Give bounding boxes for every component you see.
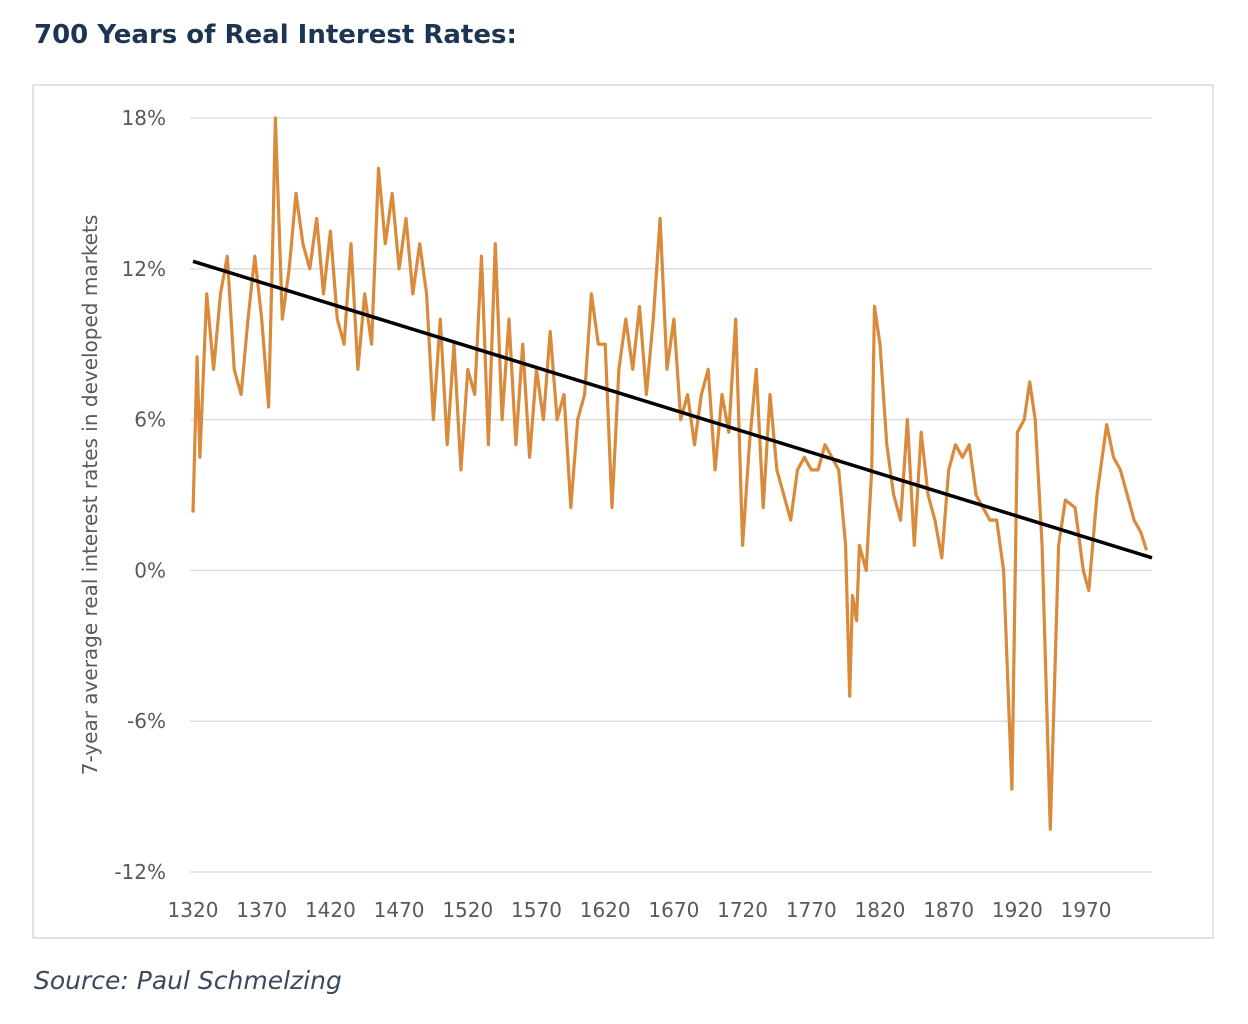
chart: 7-year average real interest rates in de… — [32, 84, 1214, 939]
y-tick-label: 12% — [122, 257, 166, 281]
x-tick-label: 1370 — [236, 898, 287, 922]
x-tick-label: 1820 — [855, 898, 906, 922]
x-tick-label: 1570 — [511, 898, 562, 922]
x-tick-label: 1620 — [580, 898, 631, 922]
x-tick-label: 1320 — [168, 898, 219, 922]
y-tick-label: -6% — [127, 709, 166, 733]
data-line — [191, 116, 1149, 831]
source-note: Source: Paul Schmelzing — [34, 966, 342, 995]
y-tick-label: 6% — [134, 408, 166, 432]
x-tick-label: 1970 — [1061, 898, 1112, 922]
x-tick-label: 1420 — [305, 898, 356, 922]
x-tick-label: 1870 — [923, 898, 974, 922]
y-tick-label: -12% — [114, 860, 166, 884]
y-axis-label: 7-year average real interest rates in de… — [78, 215, 102, 776]
x-tick-label: 1720 — [717, 898, 768, 922]
y-tick-label: 18% — [122, 106, 166, 130]
x-tick-label: 1920 — [992, 898, 1043, 922]
chart-frame — [32, 84, 1214, 939]
y-tick-label: 0% — [134, 558, 166, 582]
x-tick-label: 1670 — [648, 898, 699, 922]
chart-title: 700 Years of Real Interest Rates: — [34, 20, 517, 50]
x-tick-label: 1520 — [442, 898, 493, 922]
x-tick-label: 1470 — [374, 898, 425, 922]
data-line — [192, 259, 1153, 560]
x-tick-label: 1770 — [786, 898, 837, 922]
